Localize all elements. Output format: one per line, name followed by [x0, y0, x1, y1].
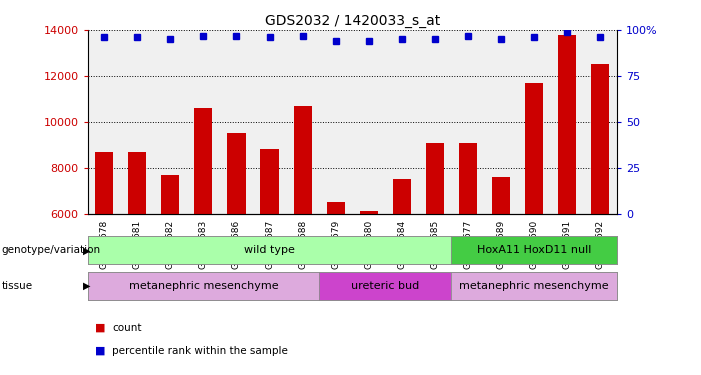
Bar — [88, 272, 319, 300]
Bar — [261, 149, 279, 352]
Text: genotype/variation: genotype/variation — [1, 245, 100, 255]
Bar — [492, 177, 510, 352]
Text: ■: ■ — [95, 323, 105, 333]
Text: ■: ■ — [95, 346, 105, 355]
Text: wild type: wild type — [244, 245, 295, 255]
Bar — [194, 108, 212, 352]
Bar — [451, 236, 617, 264]
Bar — [294, 106, 312, 352]
Text: metanephric mesenchyme: metanephric mesenchyme — [128, 281, 278, 291]
Text: HoxA11 HoxD11 null: HoxA11 HoxD11 null — [477, 245, 592, 255]
Bar — [558, 34, 576, 352]
Bar — [319, 272, 451, 300]
Bar — [525, 83, 543, 352]
Title: GDS2032 / 1420033_s_at: GDS2032 / 1420033_s_at — [265, 13, 440, 28]
Text: metanephric mesenchyme: metanephric mesenchyme — [459, 281, 609, 291]
Bar — [426, 142, 444, 352]
Bar — [327, 202, 345, 352]
Bar — [360, 211, 378, 352]
Text: ▶: ▶ — [83, 245, 90, 255]
Bar — [95, 152, 114, 352]
Bar — [161, 175, 179, 352]
Text: count: count — [112, 323, 142, 333]
Bar — [128, 152, 147, 352]
Bar — [451, 272, 617, 300]
Text: ▶: ▶ — [83, 281, 90, 291]
Bar — [88, 236, 451, 264]
Text: percentile rank within the sample: percentile rank within the sample — [112, 346, 288, 355]
Text: ureteric bud: ureteric bud — [351, 281, 419, 291]
Text: tissue: tissue — [1, 281, 32, 291]
Bar — [393, 179, 411, 352]
Bar — [459, 142, 477, 352]
Bar — [591, 64, 609, 352]
Bar — [227, 134, 245, 352]
